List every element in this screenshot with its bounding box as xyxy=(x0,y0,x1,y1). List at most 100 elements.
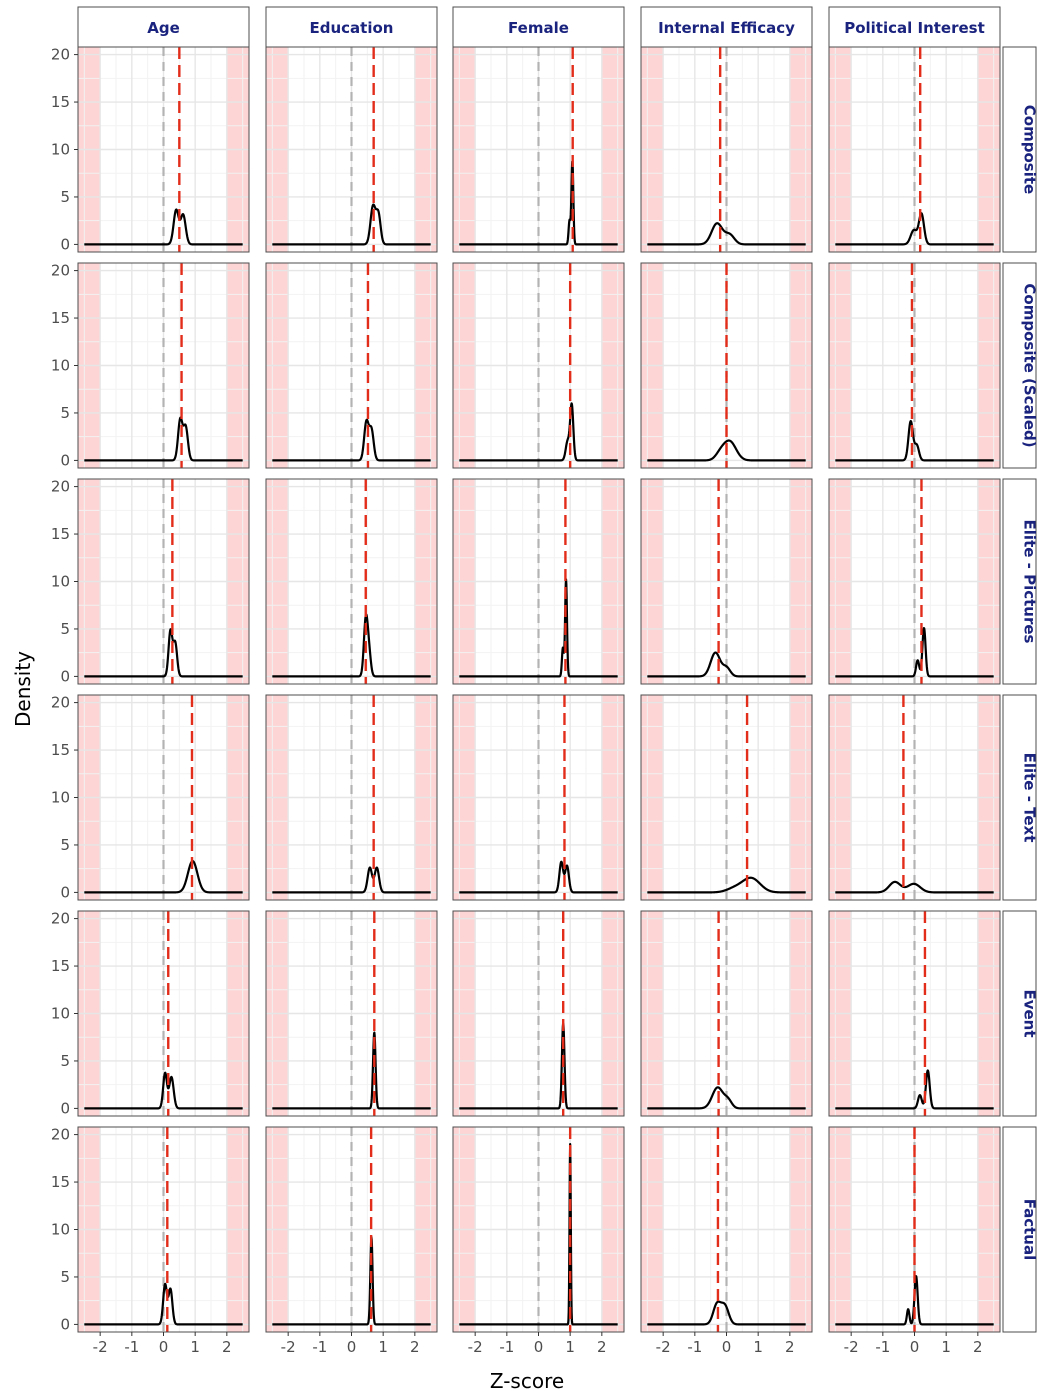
panel-border xyxy=(828,262,1001,469)
x-tick-label: 0 xyxy=(347,1338,357,1356)
density-curve xyxy=(646,1300,807,1326)
y-axis-title: Density xyxy=(11,651,35,727)
column-strip-box xyxy=(828,6,1001,48)
column-strip-label: Female xyxy=(508,19,569,37)
density-curve xyxy=(83,1071,244,1110)
density-curve xyxy=(271,203,432,246)
row-strip-label: Composite xyxy=(1021,105,1037,194)
panel xyxy=(828,910,1001,1117)
x-tick-label: 1 xyxy=(753,1338,763,1356)
panel-border xyxy=(452,694,625,901)
density-curve xyxy=(271,1235,432,1326)
panel-border xyxy=(640,694,813,901)
panel-border xyxy=(265,694,438,901)
column-strip-box xyxy=(452,6,625,48)
x-tick-label: 1 xyxy=(565,1338,575,1356)
panel xyxy=(640,1126,813,1333)
column-strip-label: Political Interest xyxy=(844,19,985,37)
row-strip-label: Event xyxy=(1021,989,1037,1037)
y-tick-label: 5 xyxy=(60,404,70,422)
density-curve xyxy=(271,613,432,678)
y-tick-label: 20 xyxy=(51,1126,70,1144)
density-curve xyxy=(271,866,432,894)
row-strip-box xyxy=(1002,46,1037,253)
panel xyxy=(828,694,1001,901)
column-strip: Education xyxy=(265,6,438,48)
y-tick-label: 0 xyxy=(60,1099,70,1117)
x-tick-label: 1 xyxy=(190,1338,200,1356)
y-tick-label: 5 xyxy=(60,1268,70,1286)
row-strip-box xyxy=(1002,262,1037,469)
panel-border xyxy=(828,694,1001,901)
axes-layer: Age Education Female Internal Efficacy Polit… xyxy=(51,6,1037,1356)
y-tick-label: 15 xyxy=(51,525,70,543)
panel xyxy=(828,46,1001,253)
y-tick-label: 5 xyxy=(60,188,70,206)
y-tick-label: 10 xyxy=(51,1005,70,1023)
density-curve xyxy=(83,859,244,894)
y-tick-label: 0 xyxy=(60,883,70,901)
x-tick-label: 0 xyxy=(722,1338,732,1356)
column-strip-box xyxy=(265,6,438,48)
y-tick-label: 0 xyxy=(60,451,70,469)
column-strip-box xyxy=(640,6,813,48)
row-strip-box xyxy=(1002,1126,1037,1333)
density-curve xyxy=(834,627,995,678)
x-tick-label: 1 xyxy=(941,1338,951,1356)
y-tick-label: 15 xyxy=(51,309,70,327)
x-tick-label: -1 xyxy=(687,1338,702,1356)
x-tick-label: 2 xyxy=(785,1338,795,1356)
panel-border xyxy=(265,262,438,469)
x-tick-label: 0 xyxy=(910,1338,920,1356)
panel xyxy=(640,910,813,1117)
row-strip: Composite xyxy=(1002,46,1037,253)
panel xyxy=(77,910,250,1117)
panel-border xyxy=(828,478,1001,685)
y-tick-label: 20 xyxy=(51,910,70,928)
panel-border xyxy=(452,478,625,685)
panel xyxy=(265,46,438,253)
column-strip: Political Interest xyxy=(828,6,1001,48)
column-strip-label: Age xyxy=(147,19,180,37)
row-strip: Factual xyxy=(1002,1126,1037,1333)
row-strip: Event xyxy=(1002,910,1037,1117)
panel xyxy=(828,1126,1001,1333)
row-strip: Elite - Pictures xyxy=(1002,478,1037,685)
row-strip-label: Elite - Pictures xyxy=(1021,520,1037,644)
x-tick-label: -1 xyxy=(875,1338,890,1356)
column-strip: Female xyxy=(452,6,625,48)
density-curve xyxy=(834,1069,995,1110)
y-tick-label: 5 xyxy=(60,836,70,854)
density-curve xyxy=(458,1022,619,1110)
density-curve xyxy=(458,1142,619,1326)
y-tick-label: 10 xyxy=(51,141,70,159)
y-tick-label: 0 xyxy=(60,667,70,685)
density-curve xyxy=(83,628,244,678)
column-strip-box xyxy=(77,6,250,48)
panel xyxy=(265,1126,438,1333)
column-strip-label: Internal Efficacy xyxy=(658,19,795,37)
density-curve xyxy=(271,418,432,462)
density-curve xyxy=(83,416,244,462)
density-curve xyxy=(458,578,619,678)
panel xyxy=(640,478,813,685)
y-tick-label: 15 xyxy=(51,1173,70,1191)
x-tick-label: 2 xyxy=(222,1338,232,1356)
panel xyxy=(828,262,1001,469)
row-strip: Elite - Text xyxy=(1002,694,1037,901)
column-strip-label: Education xyxy=(310,19,394,37)
panel-border xyxy=(828,910,1001,1117)
y-tick-label: 15 xyxy=(51,741,70,759)
panel xyxy=(452,910,625,1117)
x-tick-label: 2 xyxy=(410,1338,420,1356)
density-curve xyxy=(83,1282,244,1326)
panel xyxy=(828,478,1001,685)
density-curve xyxy=(834,880,995,894)
panel-border xyxy=(640,910,813,1117)
density-curve xyxy=(834,420,995,462)
density-curve xyxy=(646,222,807,246)
row-strip: Composite (Scaled) xyxy=(1002,262,1037,469)
panel xyxy=(77,46,250,253)
panel xyxy=(265,262,438,469)
